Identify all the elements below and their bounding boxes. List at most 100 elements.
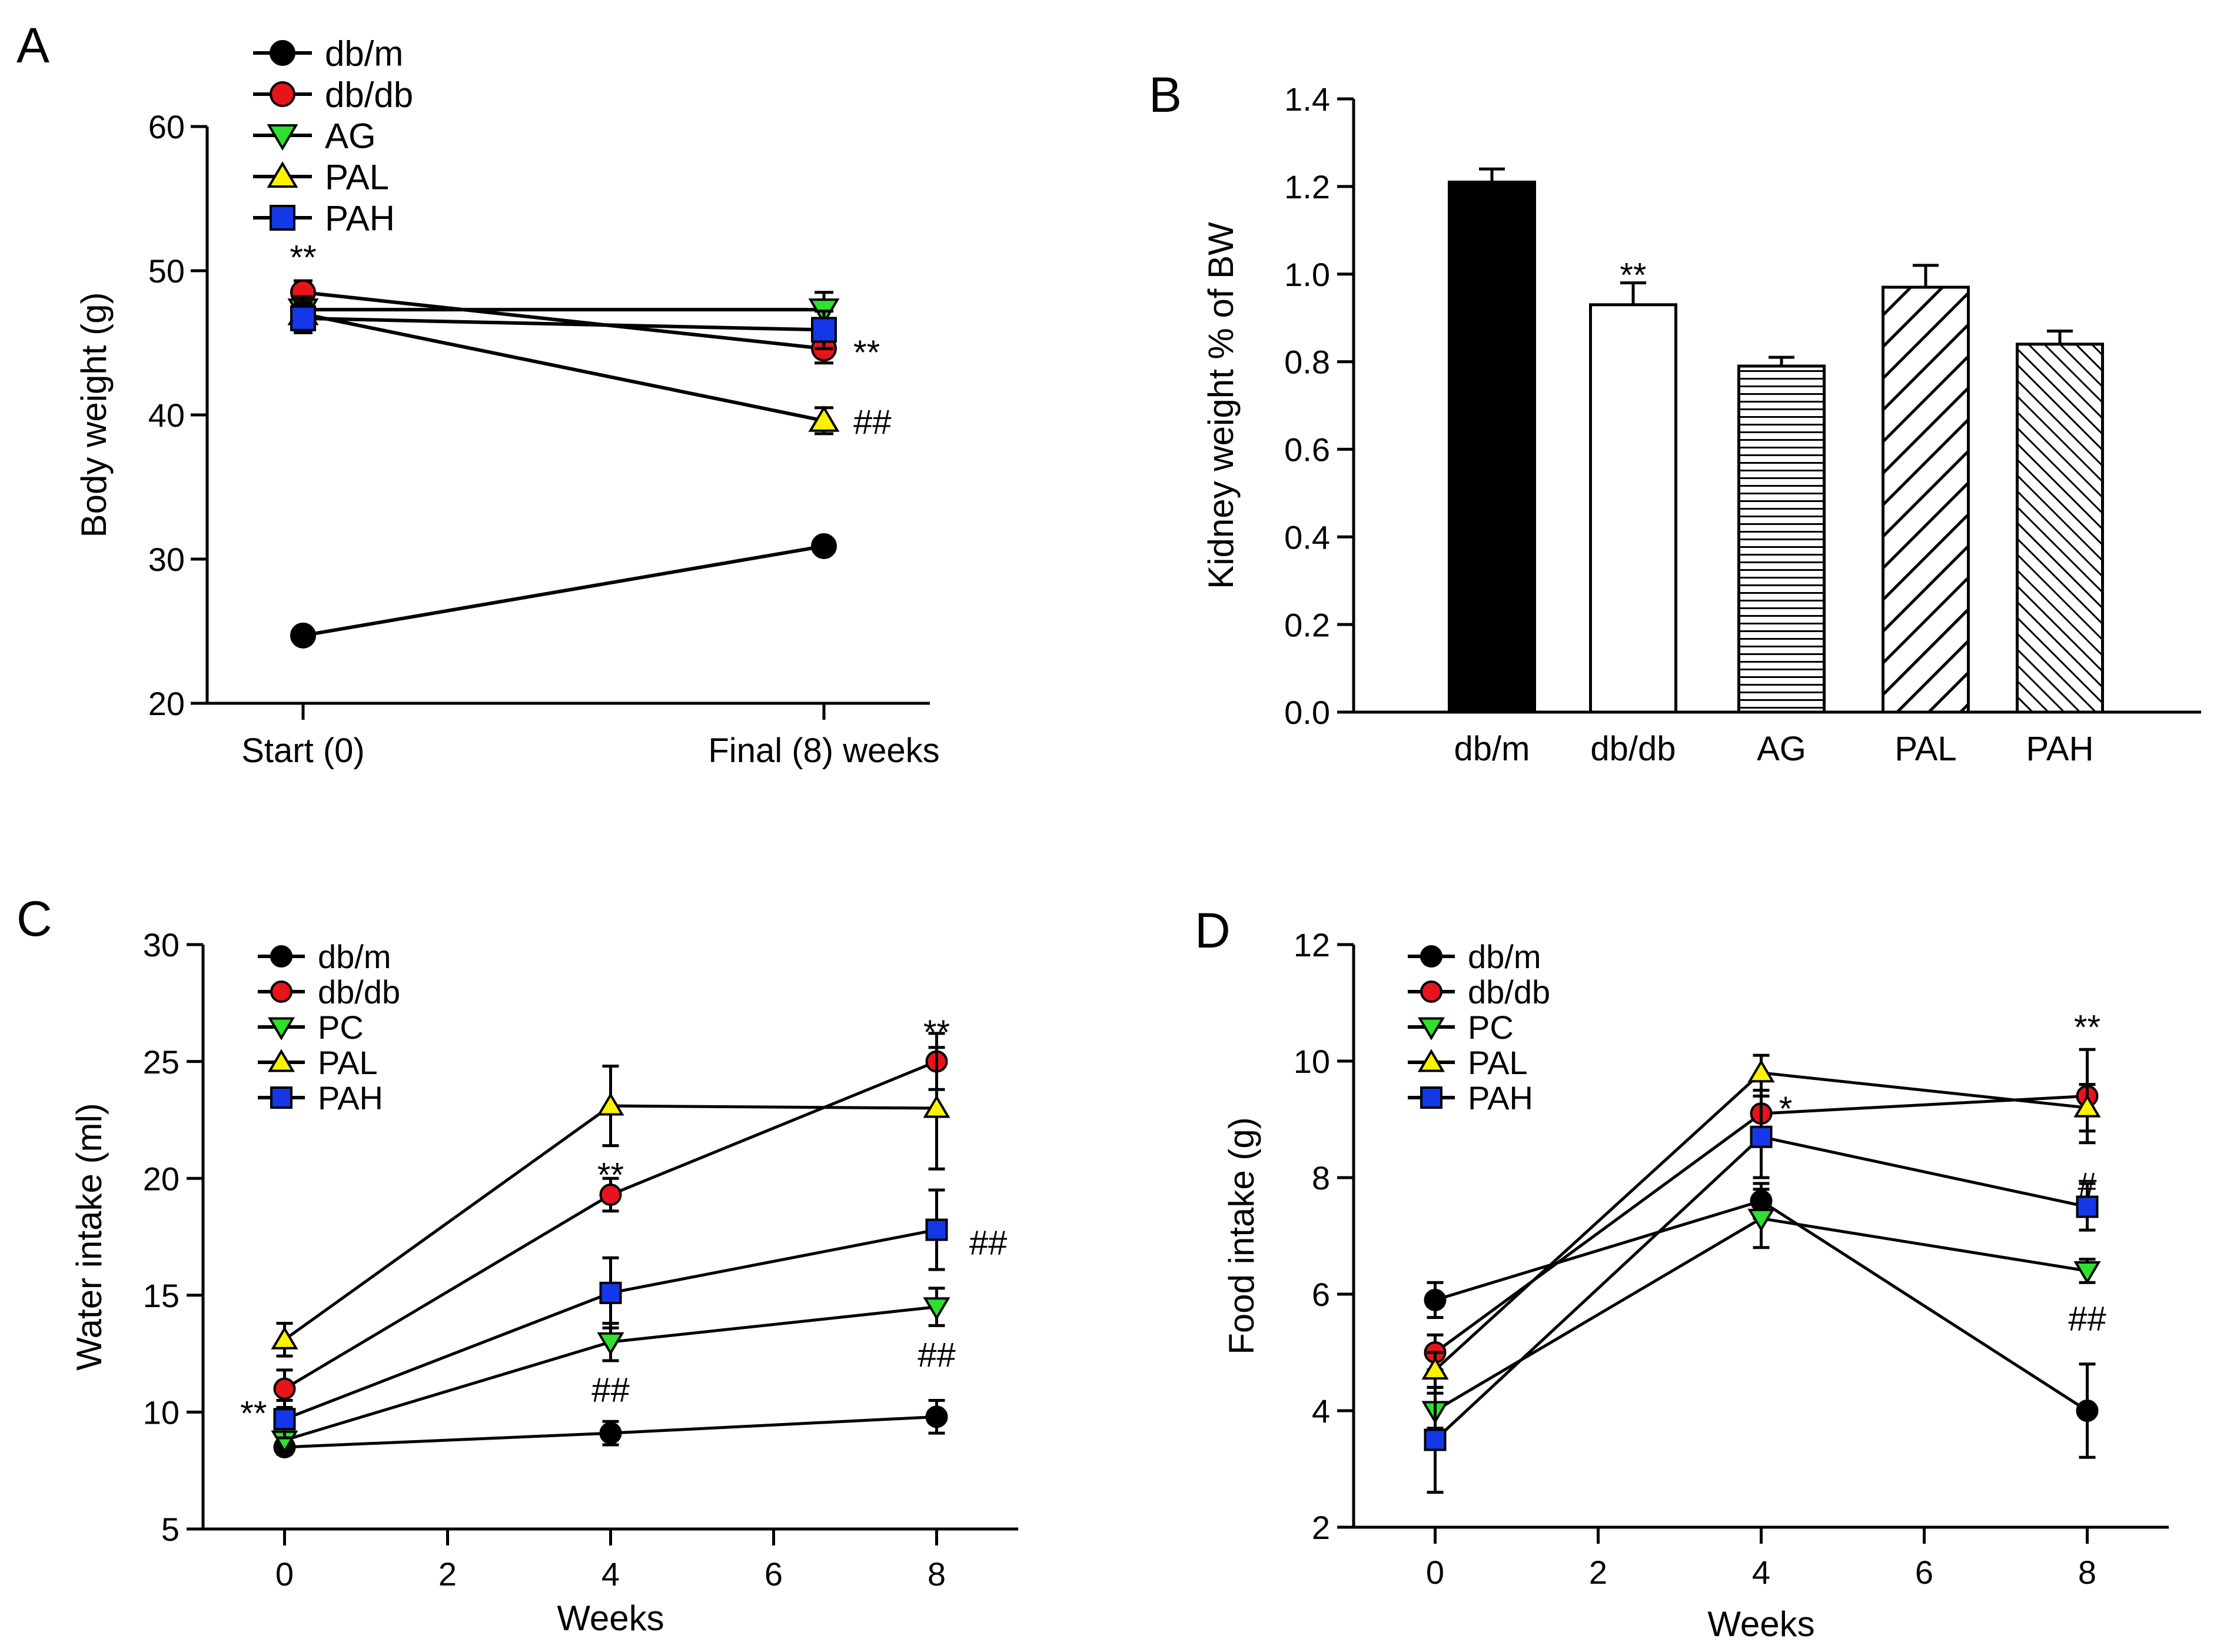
y-tick-label: 1.2 <box>1284 168 1330 205</box>
series-pal <box>271 1046 950 1358</box>
legend-marker-db-db <box>270 81 295 107</box>
legend-item-pal: PAL <box>1408 1044 1528 1081</box>
x-tick-label-db-m: db/m <box>1454 730 1530 768</box>
bar-db-m <box>1448 180 1536 714</box>
point-pal <box>923 1095 950 1118</box>
y-axis-title: Kidney weight % of BW <box>1201 222 1241 589</box>
annotation: ## <box>591 1371 630 1410</box>
annotation: ## <box>2068 1300 2106 1338</box>
y-tick-label: 40 <box>148 397 185 434</box>
y-axis-title: Water intake (ml) <box>69 1103 109 1371</box>
y-axis-title: Food intake (g) <box>1222 1117 1261 1355</box>
y-tick-label: 50 <box>148 252 185 290</box>
legend-marker-db-m <box>270 40 295 66</box>
legend-item-pc: PC <box>258 1009 364 1046</box>
panel-label-d: D <box>1195 903 1231 958</box>
y-tick-label: 6 <box>1312 1276 1330 1313</box>
legend-marker-pal <box>267 161 298 188</box>
legend-marker-ag <box>267 124 298 151</box>
point-db-m <box>2076 1400 2099 1422</box>
panel-label-c: C <box>16 891 52 946</box>
bar-group-db-m: db/m <box>1448 167 1536 768</box>
bar-group-db-db: db/db <box>1589 281 1677 768</box>
x-tick-label: 8 <box>2078 1554 2096 1591</box>
legend-item-db-m: db/m <box>253 34 403 74</box>
legend-item-db-db: db/db <box>1408 973 1550 1011</box>
legend-label-pal: PAL <box>325 158 389 197</box>
y-tick-label: 1.4 <box>1284 81 1330 118</box>
legend-marker-pah <box>270 1086 293 1109</box>
series-pc <box>1421 1188 2101 1430</box>
point-db-m <box>290 622 316 649</box>
y-tick-label: 0.6 <box>1284 431 1330 468</box>
bar-ag <box>1737 364 1826 714</box>
y-tick-label: 0.4 <box>1284 518 1330 556</box>
annotation: ** <box>240 1394 267 1432</box>
x-tick-label-final-8-weeks: Final (8) weeks <box>708 732 939 770</box>
annotation: ** <box>1620 257 1646 295</box>
legend-marker-pah <box>270 205 295 231</box>
legend-label-pal: PAL <box>318 1044 378 1081</box>
point-db-m <box>1424 1288 1447 1311</box>
y-tick-label: 0.0 <box>1284 694 1330 731</box>
point-pah <box>290 305 316 331</box>
legend-label-pal: PAL <box>1468 1044 1528 1081</box>
y-tick-label: 20 <box>143 1160 180 1197</box>
y-tick-label: 30 <box>143 926 180 963</box>
y-tick-label: 5 <box>161 1511 180 1548</box>
y-tick-label: 60 <box>148 108 185 145</box>
series-db-db <box>290 279 837 365</box>
point-pc <box>923 1297 950 1321</box>
series-line-db-m <box>303 544 825 637</box>
x-tick-label-db-db: db/db <box>1590 730 1676 768</box>
annotation: ** <box>290 239 316 277</box>
panel-b: B 0.0 0.2 0.4 0.6 0.8 1.0 1.2 1.4 Kidney weight … <box>1149 67 2201 768</box>
legend-marker-pah <box>1420 1086 1442 1109</box>
series-pah <box>1424 1094 2099 1494</box>
y-tick-label: 2 <box>1312 1509 1330 1546</box>
bar-pah <box>2016 343 2104 714</box>
bar-group-ag: AG <box>1737 355 1826 768</box>
point-pah <box>925 1218 948 1241</box>
legend-item-pal: PAL <box>253 158 389 197</box>
annotation: ## <box>853 403 892 441</box>
x-tick-label: 2 <box>438 1555 457 1593</box>
legend-marker-db-db <box>270 980 293 1003</box>
legend-label-db-m: db/m <box>1468 938 1541 975</box>
x-axis-title: Weeks <box>1707 1604 1814 1644</box>
series-db-m <box>290 533 837 649</box>
point-db-m <box>599 1422 622 1445</box>
legend-label-pc: PC <box>1468 1009 1514 1046</box>
legend-label-pc: PC <box>318 1009 364 1046</box>
y-tick-label: 8 <box>1312 1159 1330 1196</box>
y-tick-label: 25 <box>143 1043 180 1081</box>
point-pah <box>599 1281 622 1304</box>
annotation: ## <box>918 1336 956 1374</box>
y-tick-label: 15 <box>143 1277 180 1314</box>
y-tick-label: 1.0 <box>1284 256 1330 293</box>
series-pah <box>273 1188 948 1440</box>
legend-label-db-m: db/m <box>318 938 391 975</box>
x-tick-label: 0 <box>1426 1554 1444 1591</box>
legend-marker-db-db <box>1420 980 1442 1003</box>
series-pah <box>290 302 837 350</box>
x-tick-label: 0 <box>275 1555 294 1593</box>
x-tick-label: 8 <box>928 1555 946 1593</box>
legend-item-db-db: db/db <box>253 75 413 115</box>
y-tick-label: 10 <box>143 1394 180 1431</box>
point-pah <box>273 1408 296 1431</box>
annotation: ** <box>853 334 880 372</box>
legend-label-ag: AG <box>325 117 376 156</box>
legend-item-db-m: db/m <box>258 938 391 975</box>
y-tick-label: 12 <box>1294 926 1330 963</box>
panel-label-a: A <box>16 18 49 73</box>
bar-pal <box>1882 285 1970 714</box>
legend-item-db-db: db/db <box>258 973 400 1011</box>
x-tick-label: 4 <box>601 1555 620 1593</box>
y-tick-label: 4 <box>1312 1392 1330 1430</box>
point-db-m <box>925 1405 948 1428</box>
